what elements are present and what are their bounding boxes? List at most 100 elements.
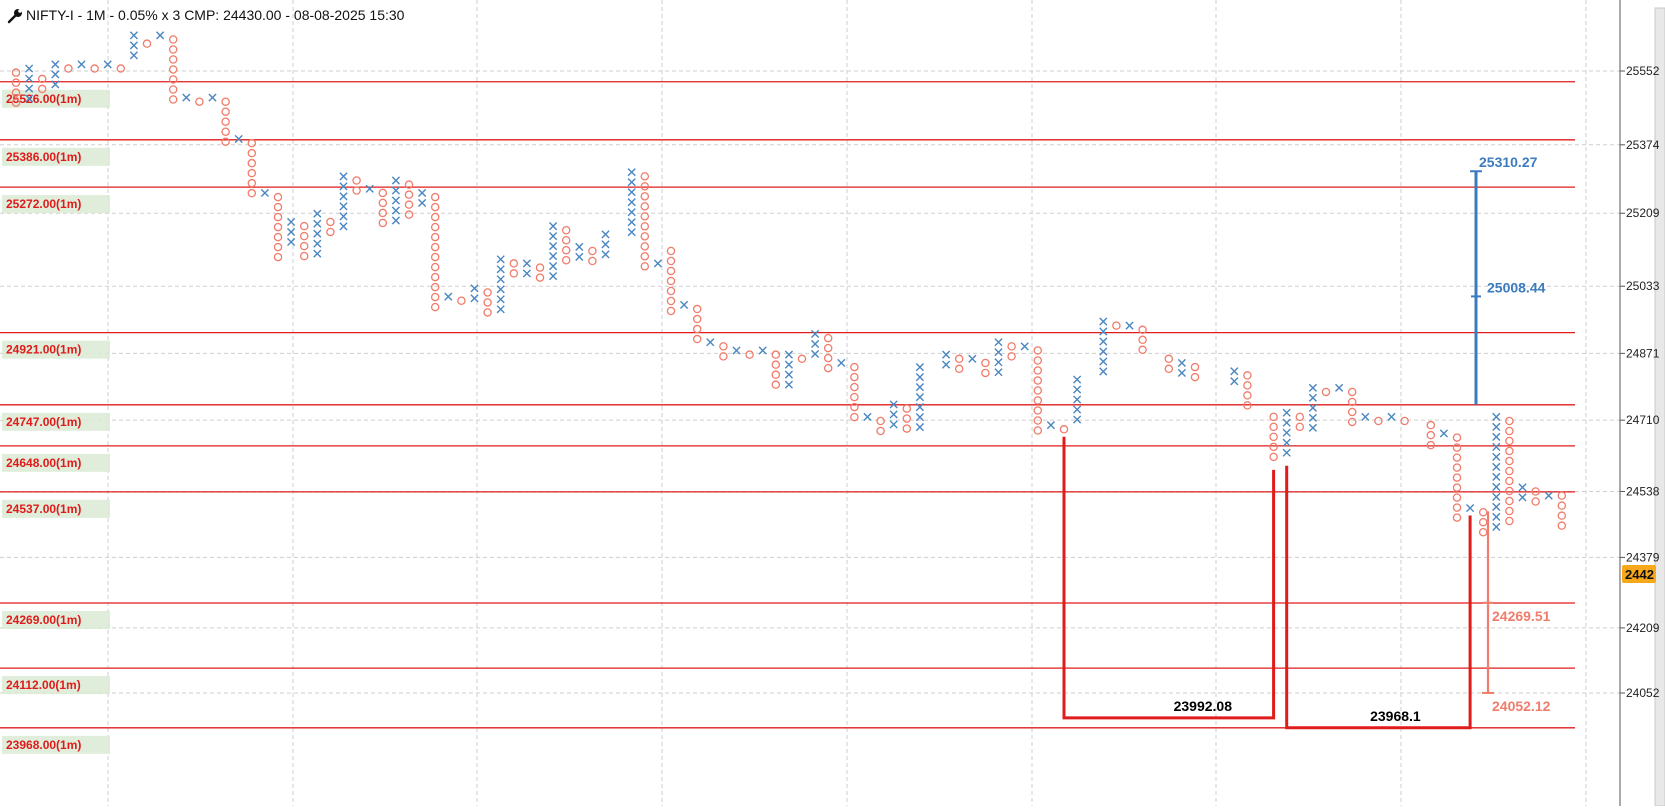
- x-column: [1335, 383, 1344, 392]
- o-box: [1505, 446, 1514, 456]
- x-box: [25, 94, 34, 103]
- o-column: [1059, 425, 1069, 434]
- x-box: [1099, 317, 1108, 326]
- o-box: [850, 412, 859, 422]
- x-column: [339, 172, 348, 231]
- x-column: [863, 412, 872, 421]
- o-column: [823, 333, 833, 373]
- o-column: [1269, 412, 1278, 462]
- o-box: [1347, 387, 1357, 397]
- x-box: [522, 259, 531, 268]
- x-box: [889, 400, 898, 409]
- o-box: [1033, 406, 1043, 415]
- x-column: [1046, 421, 1055, 430]
- o-column: [771, 350, 781, 389]
- o-box: [850, 402, 859, 412]
- x-column: [1125, 321, 1134, 330]
- x-box: [287, 237, 296, 247]
- o-box: [299, 251, 309, 261]
- x-box: [627, 208, 636, 217]
- y-tick-label: 24379: [1626, 550, 1660, 564]
- o-box: [168, 55, 178, 64]
- x-box: [758, 346, 767, 355]
- o-box: [247, 148, 257, 158]
- x-box: [1361, 412, 1370, 421]
- x-box: [260, 188, 269, 198]
- o-box: [666, 296, 676, 306]
- x-box: [339, 182, 348, 191]
- x-box: [391, 216, 400, 225]
- o-box: [771, 380, 781, 389]
- projections: 25310.27 25008.44 24269.51 24052.12: [1470, 154, 1551, 714]
- o-box: [1190, 372, 1200, 382]
- x-box: [811, 349, 820, 359]
- x-box: [418, 198, 427, 208]
- o-box: [823, 333, 833, 343]
- x-box: [1099, 327, 1108, 336]
- o-box: [640, 172, 650, 181]
- x-box: [287, 217, 296, 227]
- x-box: [51, 70, 60, 79]
- o-box: [168, 75, 178, 84]
- x-box: [784, 380, 793, 389]
- price-targets: 23992.08 23968.1: [1062, 436, 1472, 730]
- x-column: [837, 358, 846, 368]
- o-box: [1557, 491, 1567, 500]
- o-box: [666, 306, 676, 316]
- x-column: [1282, 408, 1291, 457]
- x-column: [77, 60, 86, 69]
- o-box: [1164, 354, 1174, 364]
- x-box: [784, 370, 793, 379]
- x-box: [784, 360, 793, 369]
- o-box: [1295, 422, 1305, 432]
- x-column: [889, 400, 898, 429]
- o-box: [666, 256, 676, 266]
- x-box: [1492, 502, 1501, 511]
- o-column: [404, 180, 414, 219]
- x-box: [653, 259, 662, 268]
- o-box: [640, 202, 650, 211]
- o-column: [1531, 487, 1540, 506]
- x-column: [732, 346, 741, 355]
- level-label: 25272.00(1m): [6, 197, 81, 211]
- o-box: [719, 342, 728, 351]
- level-label: 23968.00(1m): [6, 738, 81, 752]
- o-box: [876, 426, 885, 436]
- o-box: [195, 97, 204, 106]
- o-box: [142, 39, 152, 48]
- o-box: [1452, 493, 1462, 502]
- x-box: [496, 255, 505, 264]
- x-column: [1308, 383, 1317, 432]
- o-box: [745, 350, 754, 359]
- o-box: [1138, 345, 1147, 355]
- x-box: [915, 373, 924, 382]
- x-column: [1439, 429, 1448, 438]
- o-column: [561, 226, 571, 265]
- o-box: [1138, 335, 1147, 345]
- x-box: [1099, 367, 1108, 376]
- x-box: [1308, 413, 1317, 422]
- o-box: [247, 178, 257, 188]
- x-box: [1099, 337, 1108, 346]
- x-box: [313, 249, 322, 258]
- o-column: [588, 246, 597, 266]
- x-box: [627, 188, 636, 197]
- o-box: [1033, 426, 1043, 435]
- o-box: [1478, 507, 1488, 517]
- o-column: [11, 68, 21, 107]
- wrench-icon[interactable]: [7, 9, 22, 24]
- o-box: [247, 188, 257, 198]
- o-column: [142, 39, 152, 48]
- x-box: [339, 212, 348, 221]
- o-column: [116, 64, 126, 73]
- o-box: [1033, 346, 1043, 355]
- x-box: [549, 252, 558, 261]
- o-box: [640, 192, 650, 201]
- o-box: [1007, 342, 1016, 351]
- x-box: [1282, 428, 1291, 437]
- o-box: [37, 84, 47, 94]
- o-box: [1505, 416, 1514, 426]
- o-box: [1505, 496, 1514, 506]
- o-box: [692, 314, 702, 324]
- x-column: [784, 350, 793, 389]
